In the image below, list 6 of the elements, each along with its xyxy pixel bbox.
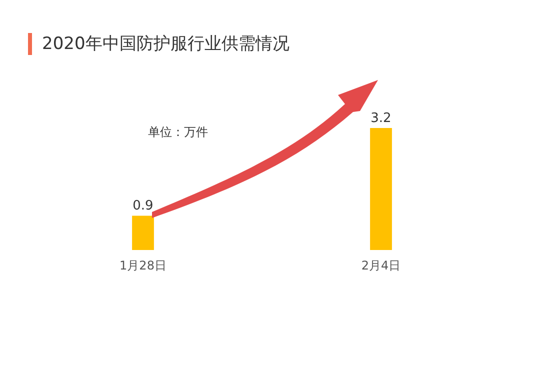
x-tick-label: 2月4日 (361, 258, 401, 272)
annotation: 单位：万件 (148, 124, 208, 141)
chart-title: 2020年中国防护服行业供需情况 (28, 33, 290, 55)
data-label: 0.9 (132, 198, 154, 214)
x-tick-label: 1月28日 (120, 258, 166, 272)
data-label: 3.2 (370, 111, 392, 126)
